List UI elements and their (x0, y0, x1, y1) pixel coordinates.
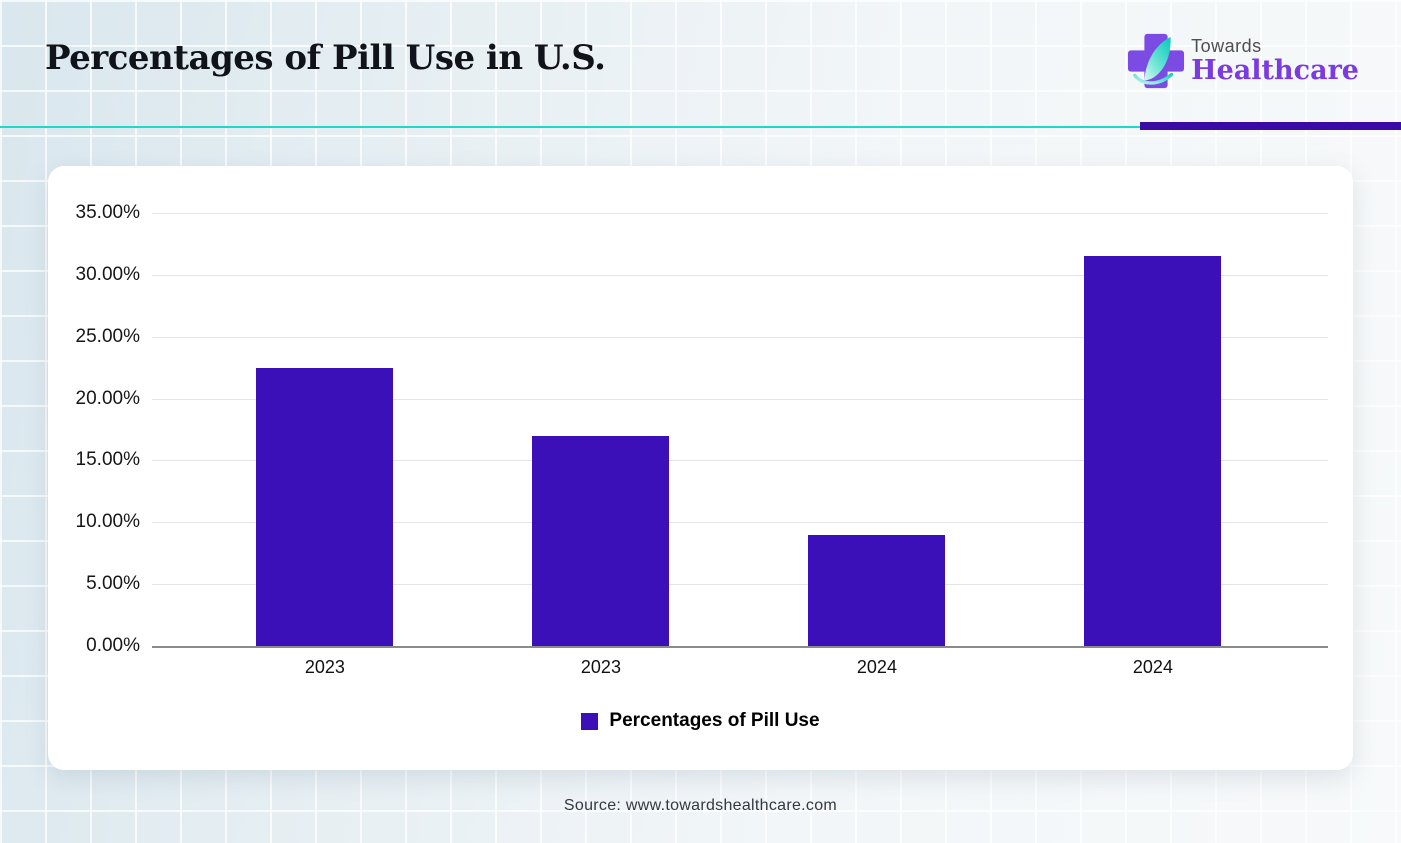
bar (256, 367, 394, 646)
x-axis-label: 2023 (304, 657, 345, 677)
y-tick-label: 20.00% (75, 387, 140, 409)
chart-legend: Percentages of Pill Use (48, 710, 1353, 732)
gridline (152, 460, 1328, 462)
gridline (152, 398, 1328, 400)
y-tick-label: 15.00% (75, 449, 140, 471)
healthcare-cross-leaf-icon (1128, 33, 1185, 89)
gridline (152, 584, 1328, 586)
y-tick-label: 0.00% (86, 635, 140, 656)
bar (1084, 256, 1222, 646)
gridline (152, 274, 1328, 276)
y-tick-label: 10.00% (75, 511, 140, 533)
brand-name-towards: Towards (1191, 35, 1262, 56)
source-text: Source: www.towardshealthcare.com (563, 797, 838, 814)
x-axis-line (152, 646, 1328, 648)
brand-wordmark: Towards Healthcare (1191, 35, 1359, 86)
x-axis-label: 2023 (580, 657, 621, 677)
bar (532, 435, 670, 646)
bar (808, 534, 946, 646)
page-title: Percentages of Pill Use in U.S. (45, 38, 606, 78)
x-axis-label: 2024 (1132, 657, 1173, 677)
gridline (152, 522, 1328, 524)
plot-area: 2023 2023 2024 2024 (152, 213, 1328, 677)
chart-card: 0.00% 5.00% 10.00% 15.00% 20.00% 25.00% 30.00%… (48, 166, 1353, 770)
brand-logo: Towards Healthcare (1127, 30, 1359, 92)
divider-teal-line (0, 126, 1401, 128)
y-axis-ticks: 0.00% 5.00% 10.00% 15.00% 20.00% 25.00% 30.00%… (48, 202, 140, 656)
y-tick-label: 30.00% (75, 263, 140, 285)
gridline (152, 336, 1328, 338)
y-tick-label: 25.00% (75, 325, 140, 347)
x-axis-label: 2024 (856, 657, 897, 677)
legend-swatch (581, 712, 599, 730)
divider-purple-bar (1140, 122, 1401, 130)
brand-name-healthcare: Healthcare (1191, 54, 1359, 86)
gridline (152, 213, 1328, 214)
legend-label: Percentages of Pill Use (609, 710, 820, 731)
y-tick-label: 5.00% (86, 573, 140, 595)
y-tick-label: 35.00% (75, 202, 140, 223)
